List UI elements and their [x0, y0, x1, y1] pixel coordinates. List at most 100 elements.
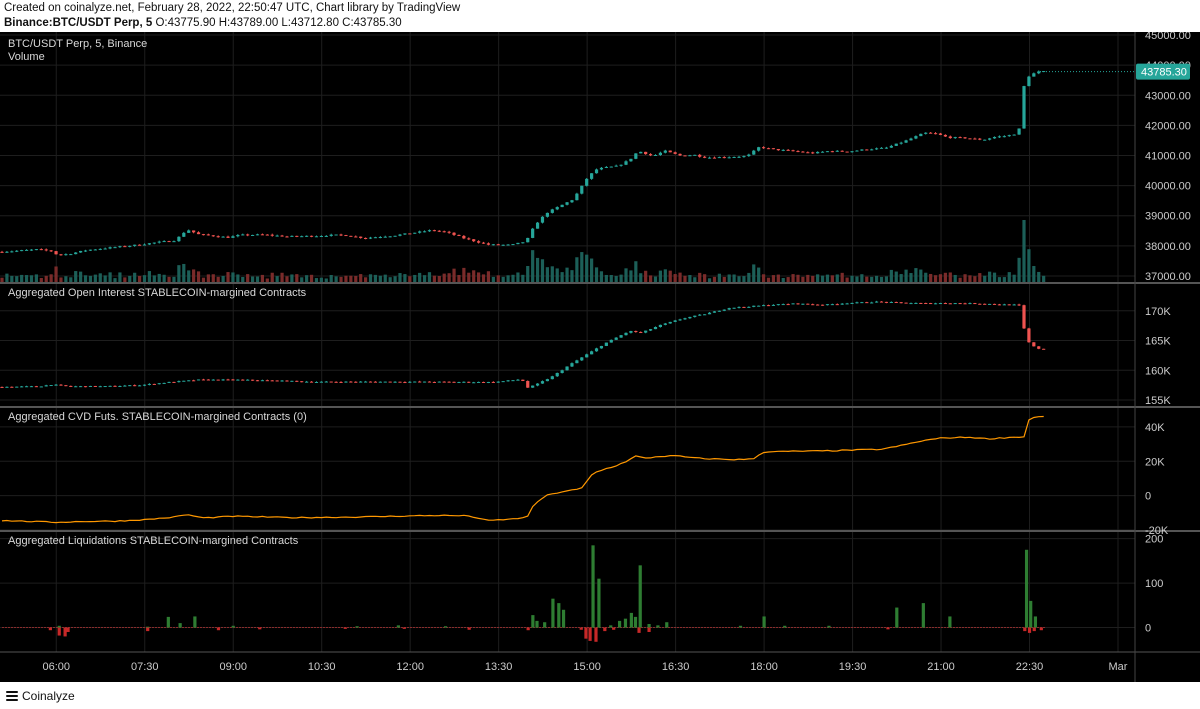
volume-bar [688, 275, 692, 282]
volume-bar [221, 275, 225, 282]
candle-body [413, 381, 417, 383]
volume-bar [648, 275, 653, 282]
volume-bar [501, 276, 505, 282]
volume-bar [707, 278, 712, 282]
candle-body [29, 249, 34, 251]
volume-bar [373, 274, 378, 282]
candle-body [221, 236, 225, 238]
candle-body [570, 200, 574, 203]
chart-svg[interactable]: 45000.0044000.0043000.0042000.0041000.00… [0, 30, 1200, 682]
candle-body [791, 303, 795, 305]
candle-body [757, 305, 761, 307]
candle-body [663, 323, 667, 325]
candle-body [737, 306, 741, 308]
candle-body [899, 302, 903, 304]
volume-bar [933, 275, 938, 282]
candle-body [653, 327, 658, 330]
volume-bar [275, 276, 279, 282]
candle-body [393, 381, 397, 383]
candle-body [634, 330, 638, 333]
candle-body [914, 136, 918, 139]
volume-bar [644, 270, 648, 282]
y-tick-label: 43000.00 [1145, 90, 1191, 102]
candle-body [688, 316, 692, 319]
volume-bar [241, 276, 245, 282]
candle-body [796, 303, 800, 305]
created-info-line: Created on coinalyze.net, February 28, 2… [4, 2, 461, 14]
candle-body [437, 381, 441, 383]
candle-body [314, 381, 319, 383]
volume-bar [811, 275, 815, 282]
candle-body [172, 381, 176, 383]
candle-body [221, 379, 225, 381]
liquidation-short-bar [258, 627, 262, 630]
volume-bar [653, 276, 658, 282]
volume-bar [206, 274, 210, 282]
x-tick-label: 06:00 [43, 661, 71, 673]
candle-body [678, 319, 682, 321]
candle-body [1027, 76, 1031, 87]
candle-body [339, 234, 343, 236]
y-tick-label: 200 [1145, 534, 1163, 546]
candle-body [319, 381, 323, 383]
candle-body [206, 234, 210, 236]
candle-body [860, 302, 864, 304]
candle-body [54, 384, 58, 386]
liquidation-short-bar [63, 627, 67, 637]
chart-area[interactable]: 45000.0044000.0043000.0042000.0041000.00… [0, 30, 1200, 682]
volume-bar [359, 274, 363, 282]
candle-body [988, 303, 992, 305]
volume-bar [786, 277, 790, 282]
candle-body [142, 384, 147, 386]
candle-body [840, 303, 844, 305]
candle-body [545, 212, 549, 217]
candle-body [44, 249, 48, 251]
volume-bar [108, 272, 112, 282]
volume-bar [309, 274, 314, 282]
candle-body [329, 234, 333, 236]
volume-bar [825, 274, 830, 282]
candle-body [393, 235, 397, 237]
candle-body [368, 381, 373, 383]
candle-body [491, 381, 495, 383]
candle-body [840, 150, 844, 152]
volume-bar [801, 276, 805, 282]
volume-bar [192, 269, 196, 282]
volume-bar [894, 271, 898, 282]
candle-body [403, 233, 407, 235]
candle-body [5, 386, 9, 388]
volume-bar [432, 275, 436, 282]
candle-body [467, 238, 471, 240]
candle-body [516, 379, 520, 381]
candle-body [44, 385, 48, 387]
volume-bar [604, 274, 608, 282]
volume-bar [314, 278, 319, 282]
candle-body [526, 237, 530, 243]
menu-lines-icon [6, 691, 18, 701]
candle-body [722, 309, 726, 311]
candle-body [324, 381, 328, 383]
candle-body [24, 249, 29, 251]
candle-body [0, 251, 4, 253]
candle-body [496, 244, 500, 246]
volume-bar [226, 272, 230, 282]
volume-bar [938, 274, 943, 282]
candle-body [683, 155, 687, 157]
volume-bar [575, 257, 579, 282]
candle-body [712, 311, 717, 313]
candle-body [771, 148, 776, 150]
liquidation-long-bar [146, 626, 150, 628]
candle-body [894, 301, 898, 303]
candle-body [550, 376, 554, 380]
candle-body [290, 235, 294, 237]
volume-bar [914, 268, 918, 282]
volume-bar [590, 258, 594, 282]
candle-body [275, 380, 279, 382]
volume-bar [820, 275, 825, 282]
candle-body [560, 204, 564, 208]
candle-body [295, 380, 299, 382]
candle-body [992, 136, 997, 139]
candle-body [648, 329, 653, 331]
y-tick-label: 155K [1145, 395, 1171, 407]
volume-bar [83, 275, 88, 282]
